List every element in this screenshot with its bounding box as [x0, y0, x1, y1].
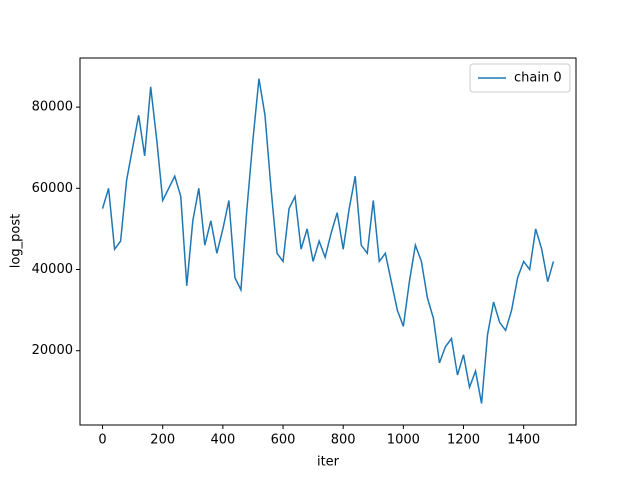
- x-tick-label: 1400: [507, 433, 540, 448]
- y-axis-label: log_post: [9, 214, 24, 268]
- x-tick-label: 200: [150, 433, 175, 448]
- line: [101, 78, 555, 404]
- legend-box: [469, 63, 571, 93]
- y-tick-label: 20000: [32, 343, 73, 358]
- y-tick-label: 60000: [32, 181, 73, 196]
- y-tick-label: 80000: [32, 100, 73, 115]
- y-tick-label: 40000: [32, 262, 73, 277]
- legend-label: chain 0: [514, 71, 562, 86]
- x-tick-label: 800: [331, 433, 356, 448]
- x-tick-label: 600: [271, 433, 296, 448]
- x-axis-label: iter: [317, 455, 340, 470]
- x-tick-label: 1200: [447, 433, 480, 448]
- plot-frame: [79, 57, 577, 426]
- x-tick-label: 0: [98, 433, 106, 448]
- x-tick-label: 400: [210, 433, 235, 448]
- x-tick-label: 1000: [387, 433, 420, 448]
